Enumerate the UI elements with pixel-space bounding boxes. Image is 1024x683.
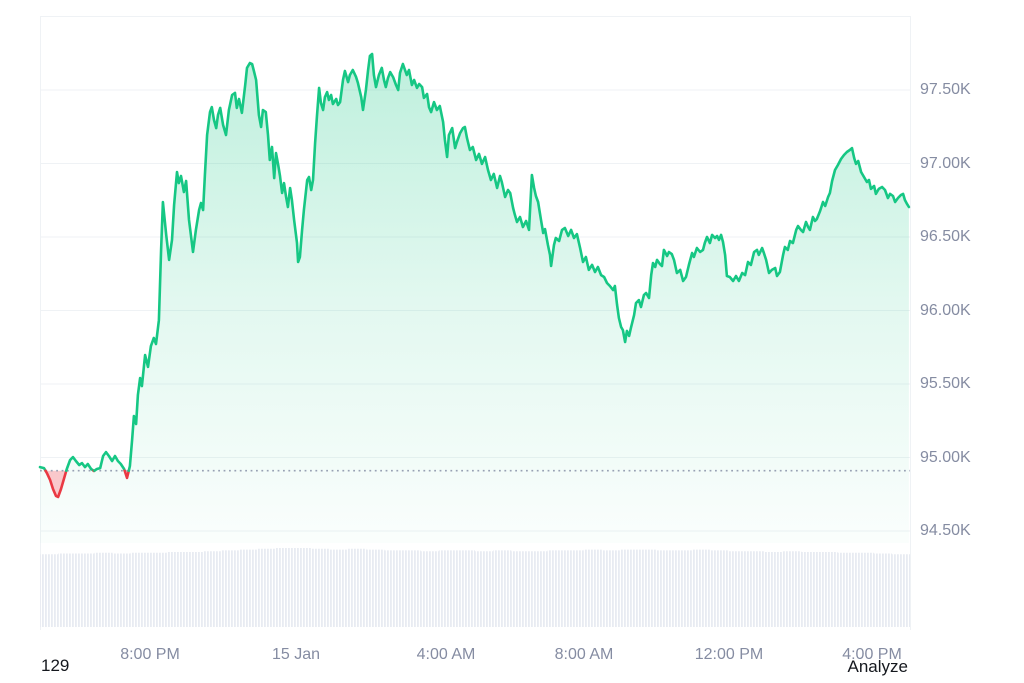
x-axis-label: 8:00 PM bbox=[120, 646, 180, 663]
page-number-label: 129 bbox=[41, 656, 70, 675]
y-axis-label: 97.50K bbox=[920, 81, 971, 98]
price-line-up bbox=[65, 455, 95, 472]
below-baseline-fill bbox=[45, 470, 67, 497]
price-line-down bbox=[44, 469, 68, 499]
price-line-up bbox=[127, 52, 911, 472]
x-axis-label: 8:00 AM bbox=[554, 646, 614, 663]
volume-bars bbox=[40, 548, 910, 627]
y-axis-label: 95.00K bbox=[920, 449, 971, 466]
y-axis-label: 94.50K bbox=[920, 522, 971, 539]
x-axis-label: 15 Jan bbox=[271, 646, 321, 663]
analyze-button[interactable]: Analyze bbox=[847, 657, 908, 676]
price-area-fill bbox=[40, 54, 909, 543]
y-axis-label: 96.50K bbox=[920, 228, 971, 245]
x-axis-label: 12:00 PM bbox=[694, 646, 764, 663]
y-axis-label: 97.00K bbox=[920, 155, 971, 172]
x-axis-label: 4:00 PM bbox=[842, 646, 902, 663]
price-line-up bbox=[93, 450, 126, 472]
y-axis-label: 96.00K bbox=[920, 302, 971, 319]
price-line-down bbox=[123, 469, 131, 480]
y-axis-label: 95.50K bbox=[920, 375, 971, 392]
x-axis-label: 4:00 AM bbox=[416, 646, 476, 663]
